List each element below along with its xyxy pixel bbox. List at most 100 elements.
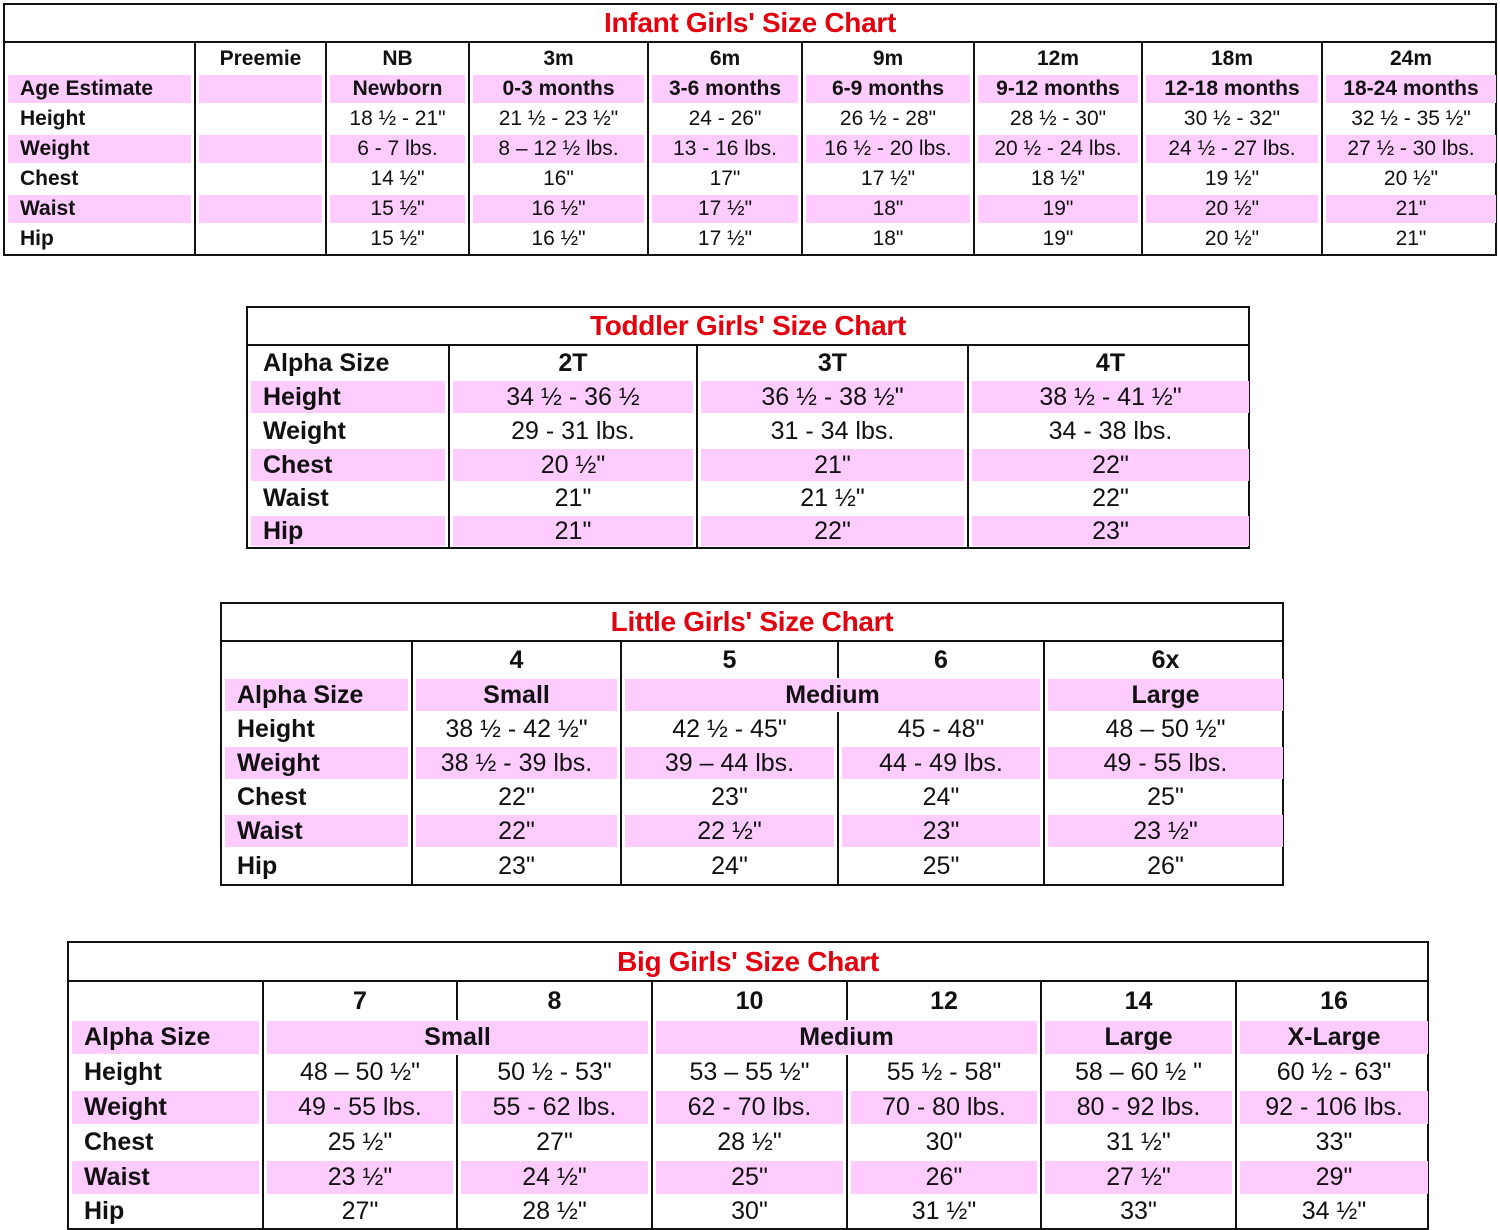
table-row: Alpha Size Small Medium Large (222, 678, 1286, 712)
table-cell-text: 26" (1147, 851, 1184, 880)
table-cell-text: 25" (922, 851, 960, 880)
table-row: 4 5 6 6x (222, 642, 1286, 678)
table-cell: 22" (696, 515, 968, 547)
table-cell: NB (325, 43, 469, 74)
table-cell: 21" (1321, 224, 1499, 254)
table-cell: 17" (647, 164, 802, 194)
table-cell: 4 (411, 642, 621, 678)
table-cell: 18m (1141, 43, 1322, 74)
table-cell-text: 15 ½" (330, 195, 465, 223)
table-cell: 7 (262, 982, 457, 1020)
table-cell-text: 24 - 26" (688, 107, 762, 130)
table-cell-text: 18 ½ - 21" (349, 107, 446, 130)
table-cell: 21" (696, 448, 968, 482)
table-cell: 18" (801, 224, 974, 254)
table-cell-text: 5 (722, 645, 737, 674)
table-cell-text: Large (1045, 1021, 1232, 1054)
size-table: 4 5 6 6x Alpha Size Small Medium Large Height 38 … (222, 642, 1286, 884)
size-table: Preemie NB 3m 6m 9m 12m 18m 24m Age Estimate Newb… (5, 43, 1499, 254)
row-label-text: Hip (20, 227, 54, 250)
row-label-text: Chest (237, 782, 307, 811)
table-cell: 16 ½" (468, 224, 648, 254)
table-cell-text: 22" (416, 815, 617, 847)
table-cell-text (199, 225, 322, 253)
row-label-text: Alpha Size (225, 679, 408, 711)
table-cell: 12-18 months (1141, 74, 1322, 104)
table-cell: 23 ½" (262, 1160, 457, 1195)
table-cell: 31 ½" (846, 1195, 1041, 1228)
table-cell: 3T (696, 346, 968, 380)
table-cell: 24" (837, 780, 1044, 814)
table-cell: 25 ½" (262, 1125, 457, 1160)
table-cell-text: 34 ½ - 36 ½ (453, 381, 693, 413)
row-label-text: Hip (251, 516, 445, 546)
table-cell-text: 25" (1147, 782, 1184, 811)
table-cell: 80 - 92 lbs. (1040, 1090, 1236, 1125)
row-label: Alpha Size (222, 678, 412, 712)
table-cell: 58 – 60 ½ " (1040, 1055, 1236, 1090)
table-cell-text (199, 195, 322, 223)
table-cell: 14 (1040, 982, 1236, 1020)
table-cell: 19" (973, 194, 1142, 224)
table-row: Hip 27" 28 ½" 30" 31 ½" 33" 34 ½" (69, 1195, 1431, 1228)
table-cell: 6 - 7 lbs. (325, 134, 469, 164)
table-cell: Medium (620, 678, 1044, 712)
table-cell: 25" (1043, 780, 1286, 814)
table-cell (194, 194, 326, 224)
table-cell: 14 ½" (325, 164, 469, 194)
table-cell (194, 224, 326, 254)
table-cell: 60 ½ - 63" (1235, 1055, 1431, 1090)
table-row: Weight 29 - 31 lbs. 31 - 34 lbs. 34 - 38 lb… (248, 414, 1252, 448)
table-cell: 15 ½" (325, 224, 469, 254)
row-label-text (225, 643, 408, 677)
table-cell-text: 18m (1210, 46, 1254, 70)
chart-title: Little Girls' Size Chart (222, 604, 1282, 642)
table-cell: Large (1043, 678, 1286, 712)
table-cell: 0-3 months (468, 74, 648, 104)
table-cell: 27" (262, 1195, 457, 1228)
table-cell: 53 – 55 ½" (651, 1055, 847, 1090)
table-cell: Large (1040, 1020, 1236, 1055)
table-cell: 49 - 55 lbs. (262, 1090, 457, 1125)
row-label-text: Chest (251, 449, 445, 481)
table-cell-text: 24" (711, 851, 748, 880)
row-label-text: Chest (20, 167, 79, 190)
row-label-text: Waist (72, 1161, 259, 1194)
table-cell-text: 48 – 50 ½" (299, 1058, 421, 1086)
table-cell: 23" (967, 515, 1252, 547)
table-cell-text: 21" (1395, 227, 1427, 250)
table-cell: 18" (801, 194, 974, 224)
table-cell-text: 24 ½" (461, 1161, 648, 1194)
row-label: Chest (222, 780, 412, 814)
row-label: Height (5, 104, 195, 134)
table-cell: 19" (973, 224, 1142, 254)
table-cell-text: 8 – 12 ½ lbs. (473, 135, 644, 163)
table-cell-text: 62 - 70 lbs. (656, 1091, 843, 1124)
table-cell: 22" (411, 814, 621, 848)
table-cell: 16 (1235, 982, 1431, 1020)
table-cell: 38 ½ - 42 ½" (411, 712, 621, 746)
table-cell: 9m (801, 43, 974, 74)
table-cell-text: 16 ½" (531, 227, 586, 250)
table-cell: 24m (1321, 43, 1499, 74)
row-label-text: Waist (8, 195, 191, 223)
table-row: Height 18 ½ - 21" 21 ½ - 23 ½" 24 - 26" 26 ½… (5, 104, 1499, 134)
table-cell: 6m (647, 43, 802, 74)
table-row: Chest 20 ½" 21" 22" (248, 448, 1252, 482)
table-cell: 21" (448, 515, 697, 547)
table-cell: 8 – 12 ½ lbs. (468, 134, 648, 164)
table-cell: 16" (468, 164, 648, 194)
table-cell: 49 - 55 lbs. (1043, 746, 1286, 780)
table-cell-text: 48 – 50 ½" (1105, 714, 1226, 743)
table-cell: 48 – 50 ½" (1043, 712, 1286, 746)
table-cell-text: 30" (925, 1128, 963, 1156)
table-row: Waist 22" 22 ½" 23" 23 ½" (222, 814, 1286, 848)
table-cell: 18-24 months (1321, 74, 1499, 104)
table-cell-text: 36 ½ - 38 ½" (701, 381, 964, 413)
table-cell-text: 18 ½" (1030, 167, 1086, 190)
table-cell-text (199, 165, 322, 193)
table-cell: Newborn (325, 74, 469, 104)
table-cell-text: 24" (922, 782, 960, 811)
row-label-text: Hip (237, 851, 278, 880)
row-label (222, 642, 412, 678)
